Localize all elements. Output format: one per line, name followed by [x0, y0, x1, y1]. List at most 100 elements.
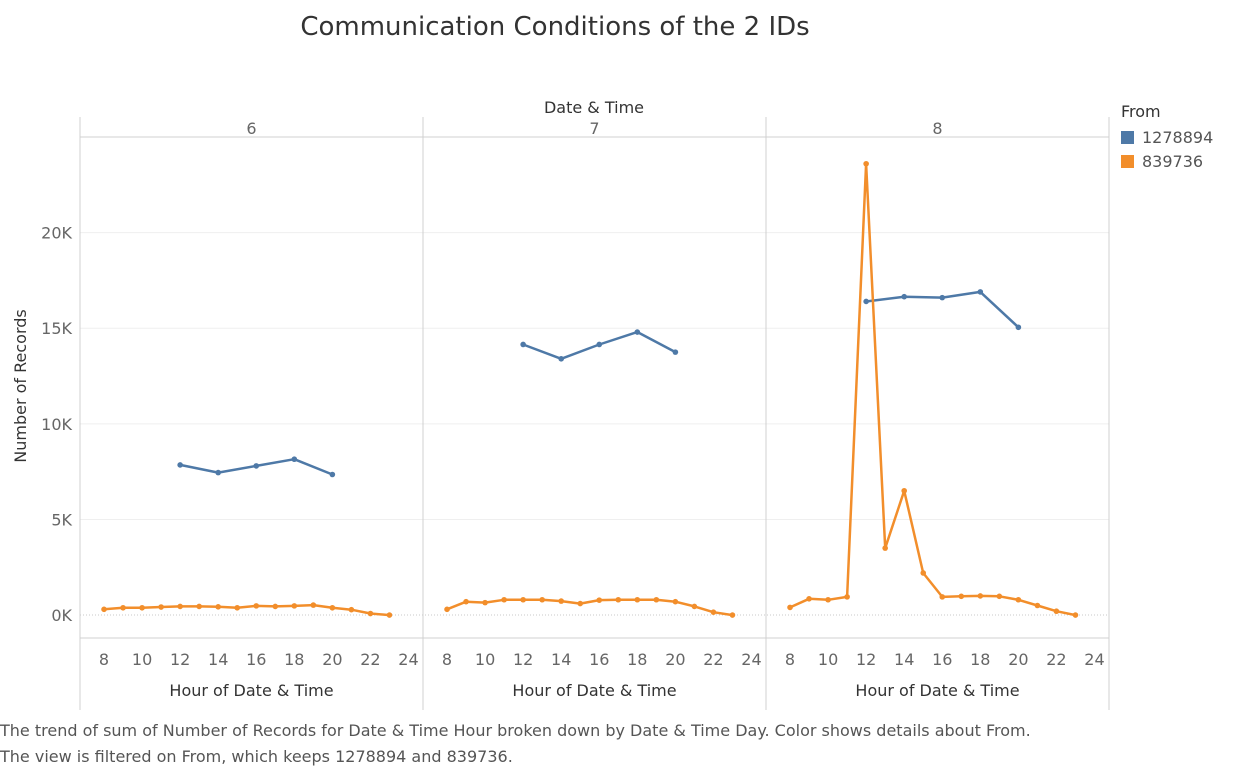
data-point-1278894[interactable] [634, 329, 641, 335]
data-point-839736[interactable] [234, 604, 241, 611]
data-point-1278894[interactable] [329, 471, 336, 478]
data-point-1278894[interactable] [901, 293, 907, 300]
chart-title: Communication Conditions of the 2 IDs [300, 12, 810, 42]
y-axis-label: Number of Records [11, 309, 30, 462]
data-point-1278894[interactable] [215, 469, 221, 476]
data-point-839736[interactable] [101, 606, 107, 613]
data-point-839736[interactable] [844, 594, 850, 600]
x-tick-label: 22 [703, 650, 723, 669]
x-tick-label: 24 [741, 650, 761, 669]
data-point-839736[interactable] [1034, 602, 1041, 609]
y-tick-label: 15K [41, 319, 72, 338]
x-tick-label: 14 [894, 650, 914, 669]
data-point-839736[interactable] [710, 609, 717, 615]
y-tick-label: 5K [51, 510, 72, 529]
data-point-839736[interactable] [291, 603, 298, 609]
data-point-1278894[interactable] [939, 294, 946, 301]
data-point-1278894[interactable] [291, 456, 298, 463]
data-point-839736[interactable] [139, 604, 145, 611]
data-point-839736[interactable] [1053, 608, 1060, 615]
data-point-839736[interactable] [367, 610, 374, 617]
data-point-839736[interactable] [158, 604, 164, 610]
x-tick-label: 24 [1084, 650, 1104, 669]
data-point-839736[interactable] [729, 612, 736, 618]
x-axis-label: Hour of Date & Time [169, 681, 333, 700]
data-point-1278894[interactable] [977, 289, 984, 295]
data-point-839736[interactable] [615, 596, 622, 603]
data-point-1278894[interactable] [558, 356, 564, 362]
data-point-839736[interactable] [482, 599, 488, 606]
x-tick-label: 12 [856, 650, 876, 669]
data-point-839736[interactable] [329, 604, 336, 611]
panels: 6 8 10 12 14 16 18 20 22 24 Hour of Date & Time 7 8 1… [99, 119, 1105, 700]
data-point-839736[interactable] [653, 596, 660, 603]
data-point-839736[interactable] [958, 593, 965, 600]
data-point-839736[interactable] [272, 603, 279, 610]
legend-label-1278894: 1278894 [1142, 127, 1214, 147]
data-point-839736[interactable] [1015, 596, 1022, 603]
x-tick-label: 18 [627, 650, 647, 669]
data-point-839736[interactable] [196, 603, 202, 610]
data-point-839736[interactable] [520, 596, 526, 603]
data-point-839736[interactable] [977, 593, 984, 599]
panel-day-7: 7 8 10 12 14 16 18 20 22 24 Hour of Date & Time [442, 119, 762, 700]
data-point-839736[interactable] [939, 594, 946, 600]
data-point-839736[interactable] [882, 545, 888, 551]
x-tick-label: 10 [132, 650, 152, 669]
data-point-839736[interactable] [901, 487, 907, 494]
data-point-839736[interactable] [310, 602, 317, 608]
data-point-839736[interactable] [120, 604, 126, 611]
data-point-839736[interactable] [348, 606, 355, 613]
data-point-1278894[interactable] [596, 341, 603, 348]
data-point-1278894[interactable] [253, 463, 260, 469]
panel-header-day-8: 8 [932, 119, 942, 138]
panel-header-day-7: 7 [589, 119, 599, 138]
x-tick-label: 8 [785, 650, 795, 669]
x-tick-label: 20 [1008, 650, 1028, 669]
data-point-839736[interactable] [463, 598, 469, 605]
y-tick-label: 10K [41, 415, 72, 434]
data-point-1278894[interactable] [1015, 324, 1022, 331]
data-point-839736[interactable] [177, 603, 183, 610]
x-tick-label: 20 [322, 650, 342, 669]
data-point-1278894[interactable] [863, 298, 869, 305]
x-tick-label: 16 [246, 650, 266, 669]
data-point-839736[interactable] [806, 595, 812, 602]
data-point-839736[interactable] [596, 597, 603, 603]
x-tick-label: 22 [360, 650, 380, 669]
x-tick-label: 14 [208, 650, 228, 669]
data-point-1278894[interactable] [520, 341, 526, 348]
data-point-839736[interactable] [253, 603, 260, 609]
y-axis: 0K 5K 10K 15K 20K [41, 224, 72, 625]
data-point-839736[interactable] [825, 596, 831, 603]
data-point-839736[interactable] [691, 603, 698, 610]
x-tick-label: 8 [99, 650, 109, 669]
data-point-839736[interactable] [539, 596, 545, 603]
data-point-839736[interactable] [577, 600, 584, 607]
data-point-839736[interactable] [672, 598, 679, 605]
data-point-839736[interactable] [501, 596, 507, 603]
data-point-839736[interactable] [920, 570, 927, 576]
data-point-1278894[interactable] [177, 462, 183, 468]
x-tick-label: 18 [284, 650, 304, 669]
panel-frame [79, 117, 1110, 710]
x-tick-label: 20 [665, 650, 685, 669]
data-point-1278894[interactable] [672, 349, 679, 355]
data-point-839736[interactable] [386, 612, 393, 618]
legend-item-1278894[interactable]: 1278894 [1121, 125, 1213, 149]
data-point-839736[interactable] [1072, 612, 1079, 618]
data-point-839736[interactable] [996, 593, 1003, 600]
data-point-839736[interactable] [634, 596, 641, 603]
data-point-839736[interactable] [787, 604, 793, 611]
legend: From 1278894 839736 [1121, 102, 1213, 173]
data-point-839736[interactable] [215, 604, 221, 610]
data-point-839736[interactable] [863, 160, 869, 167]
caption-line-1: The trend of sum of Number of Records fo… [0, 721, 1031, 740]
legend-item-839736[interactable]: 839736 [1121, 149, 1213, 173]
series-line-839736 [103, 603, 390, 617]
data-point-839736[interactable] [444, 606, 450, 613]
data-point-839736[interactable] [558, 598, 564, 604]
chart-caption: The trend of sum of Number of Records fo… [0, 718, 1031, 770]
x-tick-label: 12 [513, 650, 533, 669]
